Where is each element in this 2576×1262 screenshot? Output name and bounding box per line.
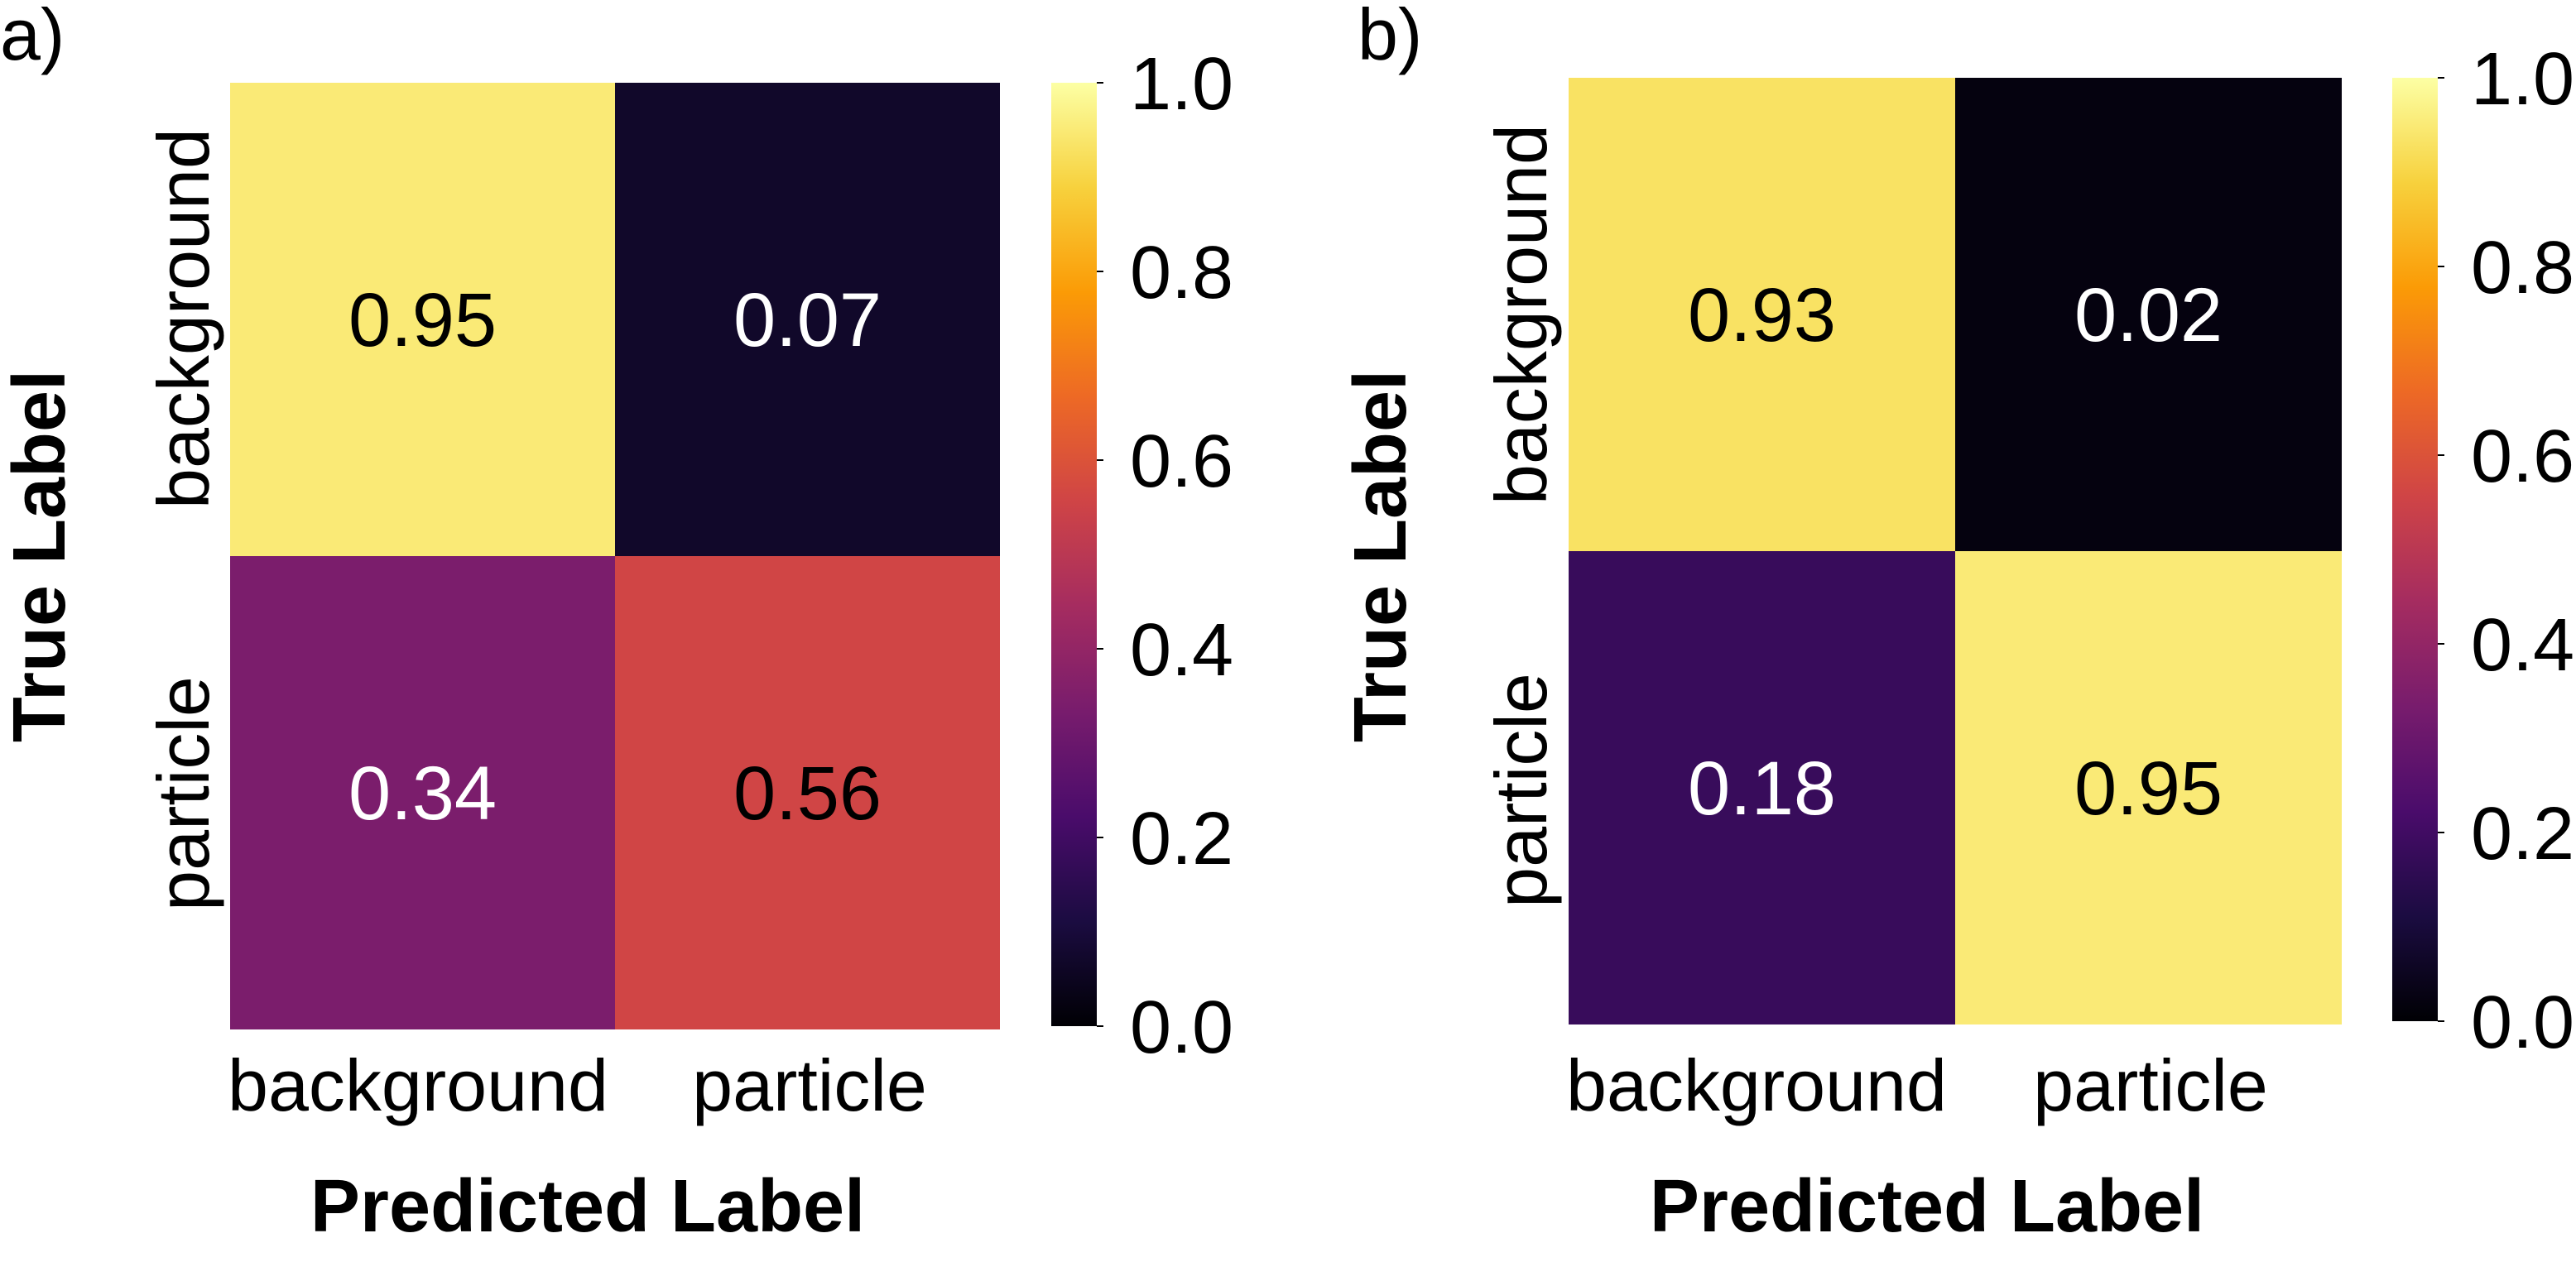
panel-b-cell-label-0-1: 0.02 [2074, 273, 2223, 357]
panel-a-cell-1-0 [230, 556, 615, 1029]
panel-b-colorbar-ticks: 0.0 0.2 0.4 0.6 0.8 1.0 [2438, 38, 2574, 1064]
panel-b-colorbar-tick-label: 0.8 [2471, 227, 2574, 310]
panel-a-colorbar-tick-label: 0.0 [1130, 986, 1233, 1069]
panel-a-cell-label-0-0: 0.95 [348, 278, 497, 362]
panel-b-cell-0-1 [1955, 78, 2342, 551]
panel-a-colorbar-tick-label: 0.6 [1130, 420, 1233, 503]
panel-b-colorbar-tick-label: 1.0 [2471, 38, 2574, 121]
panel-b-cell-label-1-0: 0.18 [1688, 746, 1836, 831]
panel-b-ylabel: True Label [1339, 370, 1422, 742]
panel-a-xtick-particle: particle [692, 1044, 927, 1126]
panel-a-cell-label-1-0: 0.34 [348, 751, 497, 836]
panel-a-cell-label-0-1: 0.07 [733, 278, 882, 362]
panel-b-cell-label-1-1: 0.95 [2074, 746, 2223, 831]
panel-a-colorbar-gradient [1051, 83, 1097, 1026]
panel-b-heatmap: 0.93 0.02 0.18 0.95 [1569, 78, 2342, 1024]
panel-b-label: b) [1358, 0, 1422, 75]
panel-a-colorbar-tick-label: 0.8 [1130, 232, 1233, 314]
panel-b-cell-label-0-0: 0.93 [1688, 273, 1836, 357]
panel-a-xlabel: Predicted Label [310, 1165, 865, 1248]
panel-a-cell-1-1 [615, 556, 1000, 1029]
panel-b-cell-0-0 [1569, 78, 1955, 551]
panel-b-cell-1-0 [1569, 551, 1955, 1024]
panel-b-xtick-background: background [1566, 1044, 1947, 1126]
panel-a: a) 0.95 0.07 0.34 0.56 True Label backgroun… [0, 0, 1233, 1248]
panel-a-cell-0-0 [230, 83, 615, 556]
panel-a-cell-label-1-1: 0.56 [733, 751, 882, 836]
panel-b: b) 0.93 0.02 0.18 0.95 True Label backgroun… [1339, 0, 2574, 1248]
panel-a-colorbar-ticks: 0.0 0.2 0.4 0.6 0.8 1.0 [1097, 43, 1233, 1069]
panel-b-ytick-particle: particle [1480, 673, 1562, 908]
panel-a-colorbar: 0.0 0.2 0.4 0.6 0.8 1.0 [1051, 43, 1233, 1069]
panel-b-colorbar-tick-label: 0.4 [2471, 604, 2574, 687]
panel-b-colorbar-tick-label: 0.2 [2471, 793, 2574, 876]
panel-a-colorbar-tick-label: 0.4 [1130, 609, 1233, 692]
panel-b-colorbar-tick-label: 0.0 [2471, 981, 2574, 1064]
panel-a-xtick-background: background [228, 1044, 608, 1126]
panel-a-ytick-particle: particle [142, 676, 224, 911]
panel-a-cell-0-1 [615, 83, 1000, 556]
panel-b-colorbar: 0.0 0.2 0.4 0.6 0.8 1.0 [2392, 38, 2574, 1064]
panel-a-colorbar-tick-label: 1.0 [1130, 43, 1233, 126]
panel-b-xtick-particle: particle [2033, 1044, 2268, 1126]
panel-b-colorbar-gradient [2392, 78, 2438, 1021]
panel-a-label: a) [0, 0, 65, 75]
panel-b-ytick-background: background [1480, 124, 1562, 505]
panel-b-cell-1-1 [1955, 551, 2342, 1024]
panel-a-ytick-background: background [142, 128, 224, 509]
panel-b-xlabel: Predicted Label [1650, 1165, 2204, 1248]
panel-a-ylabel: True Label [0, 370, 81, 742]
panel-a-colorbar-tick-label: 0.2 [1130, 798, 1233, 881]
panel-a-heatmap: 0.95 0.07 0.34 0.56 [230, 83, 1000, 1029]
panel-b-colorbar-tick-label: 0.6 [2471, 415, 2574, 498]
